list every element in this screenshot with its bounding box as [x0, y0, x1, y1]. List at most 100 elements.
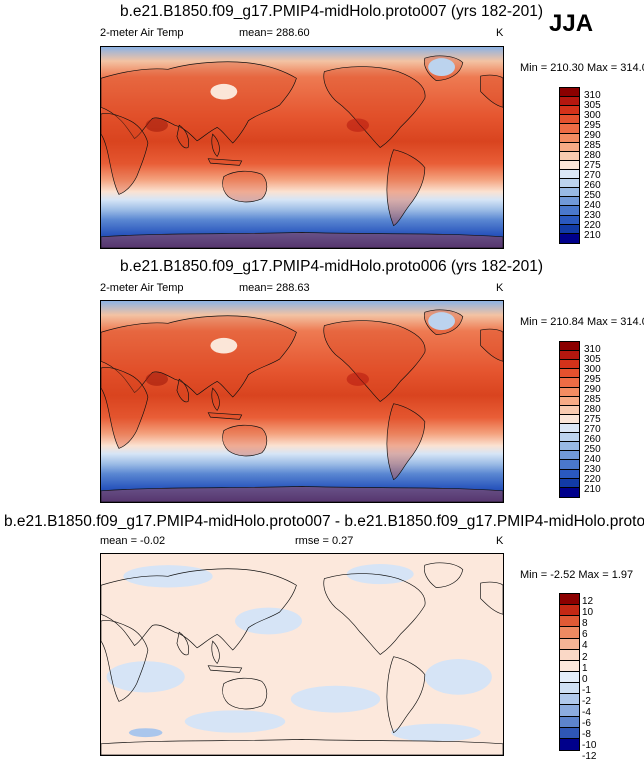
- colorbar-tick-label: -2: [582, 695, 591, 707]
- colorbar-tick-label: 280: [584, 150, 601, 161]
- panel2-mean: mean= 288.63: [239, 282, 310, 294]
- colorbar-swatch: [560, 660, 579, 672]
- colorbar-tick-label: 275: [584, 414, 601, 425]
- colorbar-tick-label: 310: [584, 90, 601, 101]
- panel3-mean: mean = -0.02: [100, 535, 166, 547]
- colorbar-swatch: [560, 414, 579, 424]
- colorbar-swatch: [560, 478, 579, 488]
- colorbar-swatch: [560, 469, 579, 479]
- colorbar-swatch: [560, 169, 579, 180]
- colorbar-tick-label: -8: [582, 729, 591, 741]
- colorbar-swatch: [560, 694, 579, 706]
- colorbar-tick-label: 270: [584, 424, 601, 435]
- colorbar-tick-label: 220: [584, 220, 601, 231]
- panel2-title: b.e21.B1850.f09_g17.PMIP4-midHolo.proto0…: [120, 258, 544, 275]
- colorbar-tick-label: 230: [584, 464, 601, 475]
- panel3-colorbar: [559, 593, 580, 751]
- colorbar-tick-label: 250: [584, 190, 601, 201]
- colorbar-tick-label: 280: [584, 404, 601, 415]
- panel3-rmse: rmse = 0.27: [295, 535, 354, 547]
- colorbar-swatch: [560, 351, 579, 361]
- colorbar-swatch: [560, 649, 579, 661]
- colorbar-swatch: [560, 487, 579, 497]
- colorbar-tick-label: 290: [584, 384, 601, 395]
- panel3-title: b.e21.B1850.f09_g17.PMIP4-midHolo.proto0…: [4, 513, 644, 530]
- colorbar-tick-label: 6: [582, 629, 588, 641]
- colorbar-swatch: [560, 224, 579, 234]
- panel1-map: [100, 46, 504, 249]
- colorbar-tick-label: 0: [582, 673, 588, 685]
- colorbar-swatch: [560, 197, 579, 207]
- colorbar-tick-label: 210: [584, 484, 601, 495]
- colorbar-tick-label: 300: [584, 364, 601, 375]
- colorbar-tick-label: 290: [584, 130, 601, 141]
- colorbar-tick-label: -12: [582, 751, 597, 762]
- colorbar-tick-label: 285: [584, 394, 601, 405]
- colorbar-tick-label: 240: [584, 200, 601, 211]
- colorbar-swatch: [560, 405, 579, 415]
- colorbar-swatch: [560, 627, 579, 639]
- colorbar-swatch: [560, 124, 579, 134]
- colorbar-tick-label: -6: [582, 718, 591, 730]
- panel2-variable-label: 2-meter Air Temp: [100, 282, 184, 294]
- colorbar-swatch: [560, 638, 579, 650]
- colorbar-swatch: [560, 378, 579, 388]
- colorbar-swatch: [560, 88, 579, 98]
- colorbar-tick-label: 12: [582, 596, 594, 607]
- colorbar-swatch: [560, 671, 579, 684]
- panel2-minmax: Min = 210.84 Max = 314.04: [520, 316, 644, 328]
- colorbar-tick-label: 295: [584, 374, 601, 385]
- colorbar-swatch: [560, 215, 579, 225]
- colorbar-swatch: [560, 716, 579, 728]
- colorbar-swatch: [560, 423, 579, 434]
- panel2-units: K: [496, 282, 504, 294]
- panel2-map: [100, 300, 504, 503]
- season-label: JJA: [549, 10, 594, 37]
- colorbar-swatch: [560, 142, 579, 152]
- colorbar-tick-label: 230: [584, 210, 601, 221]
- colorbar-swatch: [560, 106, 579, 116]
- panel3-map: [100, 553, 504, 756]
- colorbar-tick-label: 4: [582, 640, 588, 652]
- colorbar-swatch: [560, 705, 579, 717]
- panel1-units: K: [496, 27, 504, 39]
- panel3-units: K: [496, 535, 504, 547]
- colorbar-swatch: [560, 360, 579, 370]
- colorbar-tick-label: 260: [584, 180, 601, 191]
- colorbar-tick-label: 305: [584, 100, 601, 111]
- colorbar-tick-label: 250: [584, 444, 601, 455]
- colorbar-tick-label: -4: [582, 707, 591, 718]
- colorbar-swatch: [560, 160, 579, 170]
- colorbar-tick-label: 305: [584, 354, 601, 365]
- colorbar-swatch: [560, 342, 579, 352]
- colorbar-swatch: [560, 616, 579, 628]
- colorbar-tick-label: 1: [582, 662, 588, 674]
- colorbar-tick-label: 275: [584, 160, 601, 171]
- panel3-minmax: Min = -2.52 Max = 1.97: [520, 569, 634, 581]
- colorbar-swatch: [560, 233, 579, 243]
- colorbar-swatch: [560, 396, 579, 406]
- colorbar-tick-label: 295: [584, 120, 601, 131]
- colorbar-swatch: [560, 433, 579, 443]
- colorbar-swatch: [560, 387, 579, 397]
- colorbar-tick-label: 260: [584, 434, 601, 445]
- colorbar-swatch: [560, 738, 579, 750]
- panel2-colorbar: [559, 341, 580, 498]
- colorbar-tick-label: 220: [584, 474, 601, 485]
- panel1-colorbar: [559, 87, 580, 244]
- colorbar-swatch: [560, 460, 579, 470]
- colorbar-swatch: [560, 727, 579, 739]
- colorbar-swatch: [560, 179, 579, 189]
- colorbar-swatch: [560, 97, 579, 107]
- colorbar-tick-label: -1: [582, 684, 591, 696]
- colorbar-tick-label: 8: [582, 618, 588, 630]
- colorbar-tick-label: 240: [584, 454, 601, 465]
- colorbar-tick-label: 285: [584, 140, 601, 151]
- colorbar-tick-label: 300: [584, 110, 601, 121]
- panel1-minmax: Min = 210.30 Max = 314.00: [520, 62, 644, 74]
- panel1-title: b.e21.B1850.f09_g17.PMIP4-midHolo.proto0…: [120, 3, 544, 20]
- colorbar-swatch: [560, 442, 579, 452]
- colorbar-swatch: [560, 369, 579, 379]
- colorbar-swatch: [560, 451, 579, 461]
- colorbar-swatch: [560, 683, 579, 695]
